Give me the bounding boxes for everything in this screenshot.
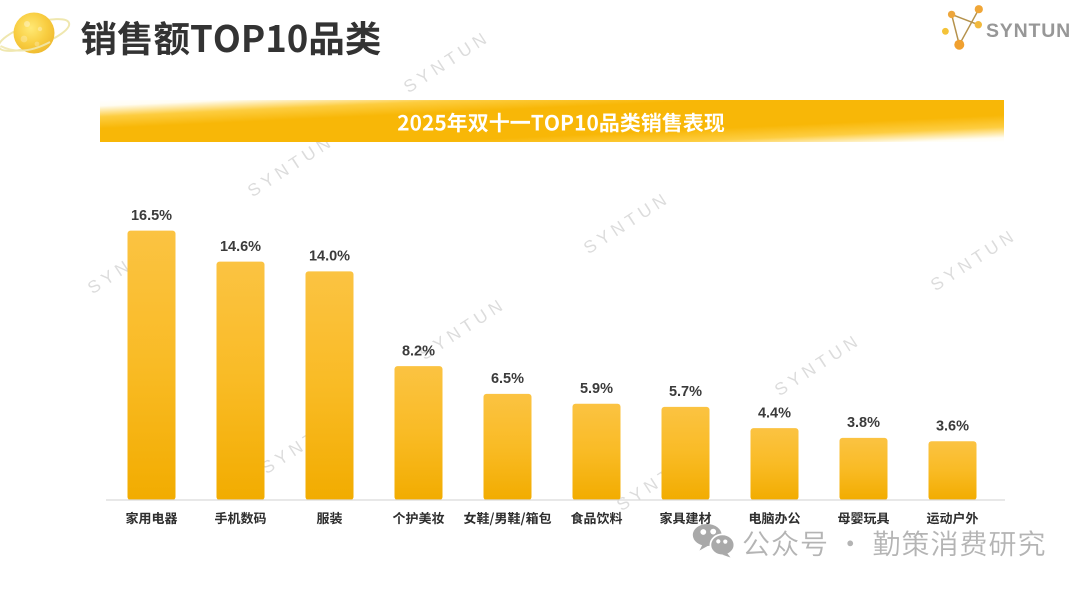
svg-text:14.6%: 14.6% xyxy=(220,239,261,255)
svg-text:3.8%: 3.8% xyxy=(847,415,880,431)
svg-text:3.6%: 3.6% xyxy=(936,418,969,434)
svg-text:16.5%: 16.5% xyxy=(131,208,172,224)
svg-text:5.7%: 5.7% xyxy=(669,384,702,400)
svg-text:6.5%: 6.5% xyxy=(491,371,524,387)
svg-text:8.2%: 8.2% xyxy=(402,343,435,359)
svg-text:14.0%: 14.0% xyxy=(309,249,350,265)
svg-text:5.9%: 5.9% xyxy=(580,381,613,397)
svg-text:SYNTUN: SYNTUN xyxy=(986,20,1071,42)
svg-text:4.4%: 4.4% xyxy=(758,405,791,421)
